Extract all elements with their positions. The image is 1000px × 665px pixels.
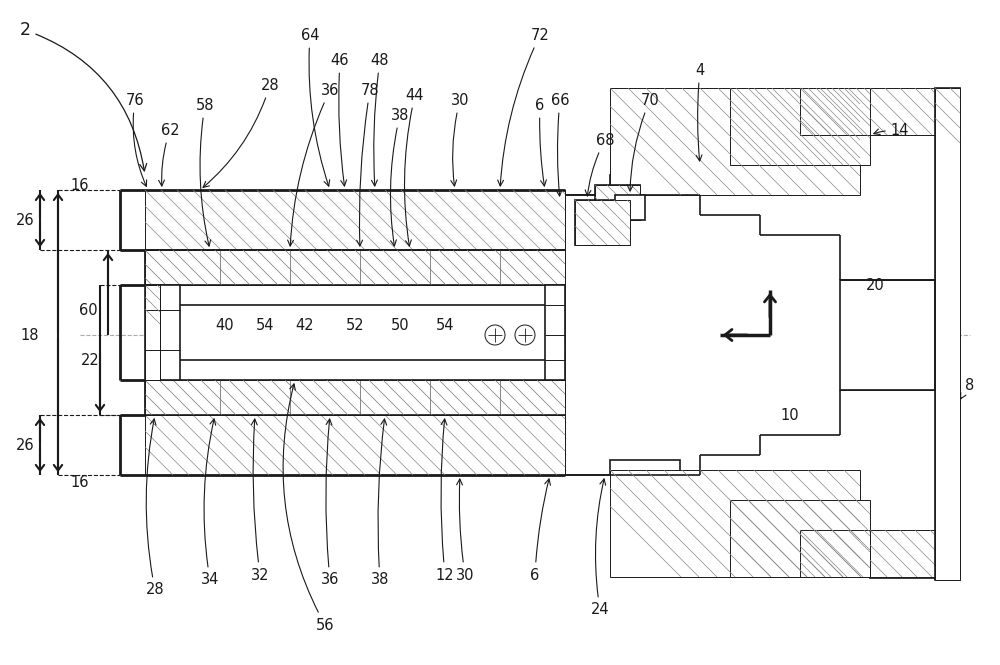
Bar bbox=[145, 415, 565, 475]
Bar bbox=[145, 190, 565, 250]
Bar bbox=[615, 195, 645, 220]
Text: 6: 6 bbox=[530, 479, 550, 583]
Circle shape bbox=[515, 325, 535, 345]
Text: 70: 70 bbox=[627, 92, 659, 191]
Text: 22: 22 bbox=[81, 352, 99, 368]
Text: 40: 40 bbox=[216, 317, 234, 332]
Text: 10: 10 bbox=[781, 408, 799, 422]
Text: 66: 66 bbox=[551, 92, 569, 196]
Text: 76: 76 bbox=[126, 92, 147, 186]
Bar bbox=[145, 250, 565, 285]
Text: 30: 30 bbox=[456, 479, 474, 583]
Bar bbox=[840, 280, 935, 390]
Bar bbox=[145, 285, 160, 380]
Bar bbox=[595, 185, 640, 220]
Text: 20: 20 bbox=[866, 277, 884, 293]
Text: 18: 18 bbox=[21, 327, 39, 342]
Text: 58: 58 bbox=[196, 98, 214, 246]
Text: 72: 72 bbox=[498, 27, 549, 186]
Bar bbox=[870, 530, 935, 577]
Bar bbox=[730, 88, 870, 165]
Text: 30: 30 bbox=[451, 92, 469, 186]
Text: 46: 46 bbox=[331, 53, 349, 186]
Text: 26: 26 bbox=[16, 213, 34, 227]
Text: 28: 28 bbox=[203, 78, 279, 188]
Bar bbox=[840, 280, 935, 390]
Bar bbox=[800, 88, 870, 135]
Text: 78: 78 bbox=[357, 82, 379, 246]
Text: 50: 50 bbox=[391, 317, 409, 332]
Bar bbox=[145, 380, 565, 415]
Text: 16: 16 bbox=[71, 475, 89, 489]
Text: 68: 68 bbox=[585, 132, 614, 196]
Bar bbox=[610, 88, 860, 195]
Bar bbox=[545, 285, 565, 380]
Text: 56: 56 bbox=[283, 384, 334, 632]
Text: 14: 14 bbox=[874, 122, 909, 138]
Text: 38: 38 bbox=[390, 108, 409, 246]
Text: 36: 36 bbox=[288, 82, 339, 246]
Bar bbox=[800, 530, 870, 577]
Bar bbox=[935, 88, 960, 580]
Text: 8: 8 bbox=[961, 378, 975, 399]
Text: 38: 38 bbox=[371, 419, 389, 587]
Text: 16: 16 bbox=[71, 178, 89, 192]
Bar bbox=[595, 185, 640, 220]
Bar bbox=[145, 305, 565, 360]
Text: 64: 64 bbox=[301, 27, 330, 186]
Text: 28: 28 bbox=[146, 419, 164, 597]
Text: 48: 48 bbox=[371, 53, 389, 186]
Polygon shape bbox=[565, 88, 960, 580]
Text: 34: 34 bbox=[201, 419, 219, 587]
Text: 60: 60 bbox=[79, 303, 97, 317]
Text: 12: 12 bbox=[436, 419, 454, 583]
Bar bbox=[870, 88, 935, 135]
Text: 2: 2 bbox=[20, 21, 147, 171]
Text: 36: 36 bbox=[321, 419, 339, 587]
Text: 6: 6 bbox=[535, 98, 546, 186]
Text: 26: 26 bbox=[16, 438, 34, 452]
Bar bbox=[575, 200, 630, 245]
Text: 32: 32 bbox=[251, 419, 269, 583]
Text: 54: 54 bbox=[436, 317, 454, 332]
Bar bbox=[145, 285, 180, 380]
Text: 62: 62 bbox=[159, 122, 179, 186]
Circle shape bbox=[485, 325, 505, 345]
Bar bbox=[730, 500, 870, 577]
Text: 24: 24 bbox=[591, 479, 609, 618]
Bar bbox=[610, 470, 860, 577]
Text: 42: 42 bbox=[296, 317, 314, 332]
Text: 4: 4 bbox=[695, 63, 705, 161]
Text: 54: 54 bbox=[256, 317, 274, 332]
Bar bbox=[575, 200, 630, 245]
Text: 52: 52 bbox=[346, 317, 364, 332]
Text: 44: 44 bbox=[404, 88, 424, 246]
